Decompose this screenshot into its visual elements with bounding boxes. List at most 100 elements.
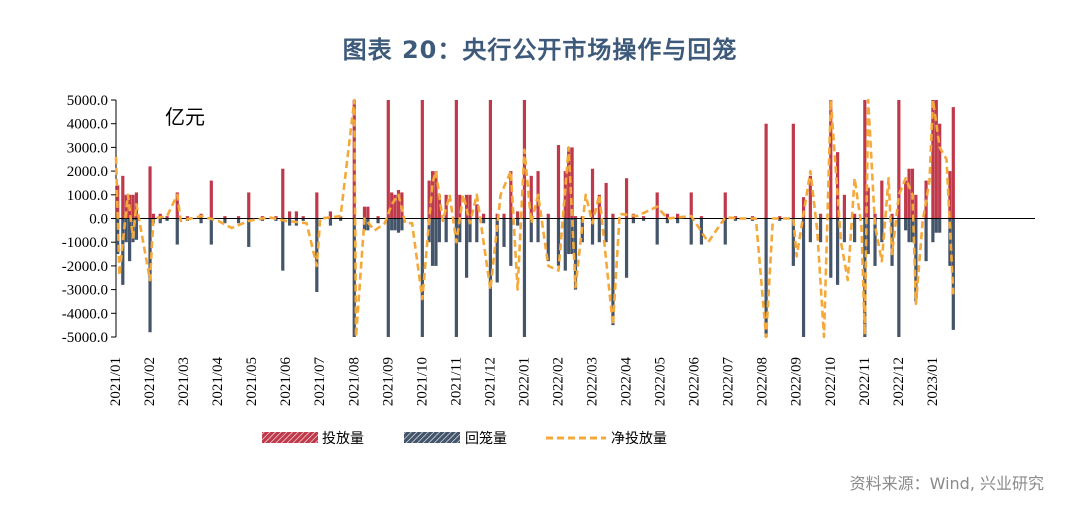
injection-bar <box>938 123 942 219</box>
withdrawal-bar <box>199 218 203 224</box>
injection-bar <box>488 100 493 219</box>
x-tick-label: 2023/01 <box>925 357 941 406</box>
withdrawal-bar <box>522 218 527 337</box>
x-tick-label: 2021/05 <box>244 357 260 406</box>
x-tick-label: 2021/12 <box>482 357 498 406</box>
legend-swatch-withdrawal <box>404 432 460 443</box>
x-axis: 2021/01 2021/02 2021/03 2021/04 2021/05 2021/… <box>108 357 941 407</box>
x-tick-label: 2021/06 <box>278 357 294 407</box>
withdrawal-bar <box>434 218 438 266</box>
withdrawal-bar <box>454 218 458 337</box>
injection-bar <box>829 100 833 219</box>
withdrawal-bar <box>444 218 448 243</box>
injection-bar <box>934 100 938 219</box>
injection-bar <box>420 100 424 219</box>
withdrawal-bar <box>536 218 540 243</box>
withdrawal-series <box>116 218 955 337</box>
x-tick-label: 2021/03 <box>176 357 192 406</box>
y-tick-label: -5000.0 <box>62 330 108 346</box>
withdrawal-bar <box>934 218 938 233</box>
injection-bar <box>676 213 680 219</box>
withdrawal-bar <box>546 218 550 262</box>
x-tick-label: 2022/06 <box>687 357 703 407</box>
withdrawal-bar <box>328 218 333 226</box>
injection-bar <box>791 123 795 219</box>
injection-bar <box>175 192 179 219</box>
withdrawal-bar <box>778 218 782 221</box>
withdrawal-bar <box>400 218 404 231</box>
injection-bar <box>778 216 782 219</box>
x-tick-label: 2021/02 <box>142 357 158 406</box>
injection-bar <box>294 211 298 219</box>
x-tick-label: 2022/12 <box>891 357 907 406</box>
withdrawal-bar <box>556 218 561 266</box>
injection-bar <box>434 171 438 219</box>
injection-bar <box>427 180 431 219</box>
withdrawal-bar <box>699 218 704 245</box>
withdrawal-bar <box>482 218 486 224</box>
withdrawal-bar <box>951 218 955 330</box>
unit-label: 亿元 <box>165 105 205 129</box>
injection-bar <box>185 216 190 219</box>
withdrawal-bar <box>390 218 394 231</box>
withdrawal-bar <box>829 218 833 278</box>
y-axis: 5000.0 4000.0 3000.0 2000.0 1000.0 0.0 -1000.0… <box>62 93 117 346</box>
injection-bar <box>396 190 401 219</box>
withdrawal-bar <box>287 218 292 226</box>
withdrawal-bar <box>801 218 806 337</box>
withdrawal-bar <box>873 218 877 266</box>
x-tick-label: 2022/03 <box>585 357 601 406</box>
withdrawal-bar <box>464 218 469 278</box>
injection-bar <box>529 175 533 219</box>
withdrawal-bar <box>567 218 571 255</box>
injection-bar <box>924 180 928 219</box>
withdrawal-bar <box>281 218 285 271</box>
injection-bar <box>546 213 550 219</box>
injection-bar <box>611 213 615 219</box>
withdrawal-bar <box>573 218 578 290</box>
withdrawal-bar <box>563 218 567 271</box>
withdrawal-bar <box>665 218 669 224</box>
withdrawal-bar <box>165 218 169 221</box>
injection-bar <box>131 194 135 219</box>
injection-bar <box>121 175 125 219</box>
chart-title: 图表 20：央行公开市场操作与回笼 <box>342 36 738 64</box>
withdrawal-bar <box>121 218 125 285</box>
withdrawal-bar <box>393 218 397 231</box>
withdrawal-bar <box>611 218 615 326</box>
x-tick-label: 2021/10 <box>414 357 430 406</box>
injection-bar <box>842 194 846 219</box>
injection-bar <box>835 152 840 219</box>
injection-bar <box>165 216 169 219</box>
injection-bar <box>689 192 693 219</box>
injection-bar <box>502 213 506 219</box>
injection-bar <box>914 194 918 219</box>
x-tick-label: 2022/02 <box>550 357 566 406</box>
y-tick-label: -3000.0 <box>62 283 108 299</box>
withdrawal-bar <box>897 218 901 337</box>
withdrawal-bar <box>376 218 380 224</box>
withdrawal-bar <box>791 218 795 266</box>
injection-bar <box>281 168 285 219</box>
injection-bar <box>301 216 305 219</box>
injection-bar <box>570 147 574 219</box>
withdrawal-bar <box>842 218 846 243</box>
withdrawal-bar <box>597 218 601 243</box>
withdrawal-bar <box>590 218 595 245</box>
withdrawal-bar <box>495 218 499 283</box>
injection-bar <box>948 171 952 219</box>
injection-bar <box>853 213 857 219</box>
injection-bar <box>567 147 571 219</box>
injection-bar <box>468 194 472 219</box>
withdrawal-bar <box>924 218 928 262</box>
withdrawal-bar <box>175 218 179 245</box>
withdrawal-bar <box>488 218 493 337</box>
injection-bar <box>458 194 462 219</box>
withdrawal-bar <box>430 218 435 266</box>
withdrawal-bar <box>437 218 441 243</box>
x-tick-label: 2021/01 <box>108 357 124 406</box>
injection-bar <box>390 192 394 219</box>
injection-bar <box>866 187 870 219</box>
injection-bar <box>437 194 441 219</box>
withdrawal-bar <box>907 218 911 243</box>
